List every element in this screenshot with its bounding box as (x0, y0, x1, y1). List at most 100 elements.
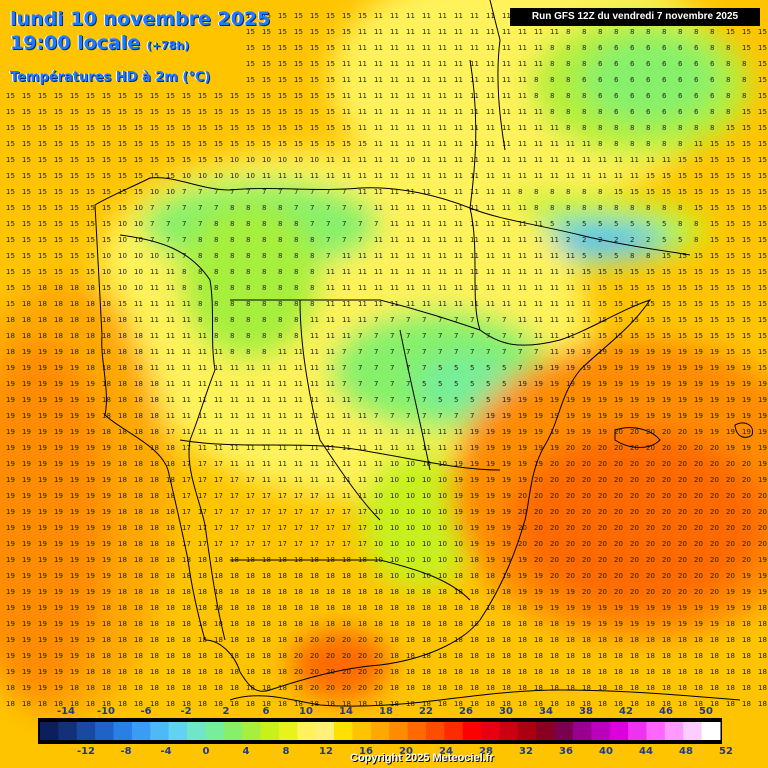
grid-value: 15 (118, 140, 127, 148)
grid-value: 18 (134, 604, 143, 612)
grid-value: 18 (246, 604, 255, 612)
grid-value: 10 (438, 540, 447, 548)
grid-value: 20 (294, 652, 303, 660)
grid-value: 19 (486, 556, 495, 564)
grid-value: 15 (742, 252, 751, 260)
grid-value: 19 (22, 588, 31, 596)
grid-value: 19 (630, 380, 639, 388)
grid-value: 15 (310, 12, 319, 20)
grid-value: 20 (598, 540, 607, 548)
grid-value: 8 (566, 108, 570, 116)
grid-value: 20 (726, 556, 735, 564)
grid-value: 18 (438, 588, 447, 596)
grid-value: 6 (694, 108, 699, 116)
grid-value: 11 (166, 332, 175, 340)
grid-value: 19 (502, 396, 511, 404)
grid-value: 15 (182, 92, 191, 100)
grid-value: 8 (614, 28, 618, 36)
grid-value: 19 (502, 508, 511, 516)
grid-value: 20 (598, 460, 607, 468)
grid-value: 8 (550, 188, 554, 196)
grid-value: 11 (166, 364, 175, 372)
grid-value: 11 (502, 124, 511, 132)
grid-value: 20 (550, 476, 559, 484)
grid-value: 15 (758, 204, 767, 212)
grid-value: 5 (502, 380, 506, 388)
grid-value: 10 (390, 508, 399, 516)
grid-value: 18 (118, 700, 127, 708)
grid-value: 8 (230, 300, 234, 308)
grid-value: 7 (454, 332, 458, 340)
grid-value: 11 (374, 92, 383, 100)
grid-value: 18 (118, 412, 127, 420)
grid-value: 18 (742, 652, 751, 660)
grid-value: 15 (630, 300, 639, 308)
grid-value: 19 (54, 380, 63, 388)
grid-value: 15 (86, 252, 95, 260)
grid-value: 18 (262, 572, 271, 580)
grid-value: 11 (294, 380, 303, 388)
grid-value: 18 (614, 700, 623, 708)
grid-value: 18 (278, 700, 287, 708)
grid-value: 8 (230, 316, 234, 324)
legend-swatch (315, 722, 335, 740)
grid-value: 11 (518, 92, 527, 100)
grid-value: 15 (198, 156, 207, 164)
grid-value: 18 (630, 684, 639, 692)
grid-value: 15 (38, 236, 47, 244)
grid-value: 19 (38, 524, 47, 532)
grid-value: 7 (182, 220, 186, 228)
grid-value: 15 (70, 220, 79, 228)
color-scale-legend: -14 -10 -6 -2 2 6 10 14 18 22 26 30 34 38 42 46 50-12 -8-… (38, 706, 733, 757)
grid-value: 18 (694, 652, 703, 660)
grid-value: 7 (534, 348, 538, 356)
grid-value: 15 (246, 60, 255, 68)
grid-value: 11 (518, 76, 527, 84)
grid-value: 19 (102, 508, 111, 516)
grid-value: 11 (454, 204, 463, 212)
grid-value: 6 (694, 60, 699, 68)
grid-value: 20 (614, 556, 623, 564)
grid-value: 15 (342, 124, 351, 132)
grid-value: 18 (406, 636, 415, 644)
grid-value: 20 (566, 492, 575, 500)
grid-value: 5 (438, 380, 442, 388)
legend-bottom-label: 12 (319, 746, 333, 757)
grid-value: 18 (614, 636, 623, 644)
grid-value: 18 (598, 700, 607, 708)
grid-value: 10 (118, 268, 127, 276)
grid-value: 18 (422, 604, 431, 612)
grid-value: 18 (502, 636, 511, 644)
grid-value: 8 (230, 284, 234, 292)
grid-value: 17 (214, 476, 223, 484)
grid-value: 19 (22, 380, 31, 388)
grid-value: 19 (614, 380, 623, 388)
grid-value: 18 (694, 684, 703, 692)
grid-value: 18 (710, 684, 719, 692)
grid-value: 20 (630, 572, 639, 580)
grid-value: 20 (758, 524, 767, 532)
grid-value: 7 (486, 348, 490, 356)
grid-value: 18 (86, 668, 95, 676)
grid-value: 11 (390, 92, 399, 100)
grid-value: 10 (422, 460, 431, 468)
grid-value: 11 (550, 172, 559, 180)
grid-value: 18 (630, 700, 639, 708)
grid-value: 18 (54, 284, 63, 292)
grid-value: 19 (102, 476, 111, 484)
grid-value: 19 (38, 492, 47, 500)
grid-value: 20 (310, 684, 319, 692)
grid-value: 18 (262, 668, 271, 676)
grid-value: 15 (86, 236, 95, 244)
grid-value: 15 (326, 44, 335, 52)
grid-value: 18 (502, 604, 511, 612)
grid-value: 20 (630, 556, 639, 564)
grid-value: 18 (166, 508, 175, 516)
grid-value: 8 (646, 28, 650, 36)
grid-value: 15 (726, 172, 735, 180)
grid-value: 11 (438, 236, 447, 244)
grid-value: 15 (6, 236, 15, 244)
grid-value: 19 (70, 604, 79, 612)
grid-value: 11 (422, 108, 431, 116)
grid-value: 15 (694, 316, 703, 324)
